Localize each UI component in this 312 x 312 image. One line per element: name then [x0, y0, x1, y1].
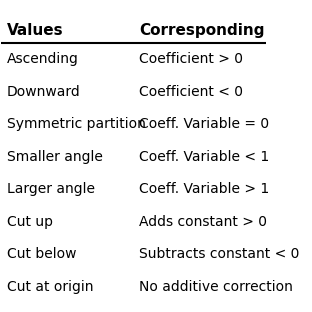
Text: Cut up: Cut up	[7, 215, 53, 229]
Text: Subtracts constant < 0: Subtracts constant < 0	[139, 247, 300, 261]
Text: Values: Values	[7, 23, 63, 38]
Text: Cut below: Cut below	[7, 247, 76, 261]
Text: Coeff. Variable = 0: Coeff. Variable = 0	[139, 117, 269, 131]
Text: Larger angle: Larger angle	[7, 182, 95, 196]
Text: Corresponding: Corresponding	[139, 23, 265, 38]
Text: Coeff. Variable > 1: Coeff. Variable > 1	[139, 182, 269, 196]
Text: Smaller angle: Smaller angle	[7, 150, 103, 164]
Text: No additive correction: No additive correction	[139, 280, 293, 294]
Text: Ascending: Ascending	[7, 52, 79, 66]
Text: Cut at origin: Cut at origin	[7, 280, 93, 294]
Text: Coeff. Variable < 1: Coeff. Variable < 1	[139, 150, 269, 164]
Text: Adds constant > 0: Adds constant > 0	[139, 215, 267, 229]
Text: Coefficient < 0: Coefficient < 0	[139, 85, 243, 99]
Text: Symmetric partition: Symmetric partition	[7, 117, 146, 131]
Text: Coefficient > 0: Coefficient > 0	[139, 52, 243, 66]
Text: Downward: Downward	[7, 85, 80, 99]
